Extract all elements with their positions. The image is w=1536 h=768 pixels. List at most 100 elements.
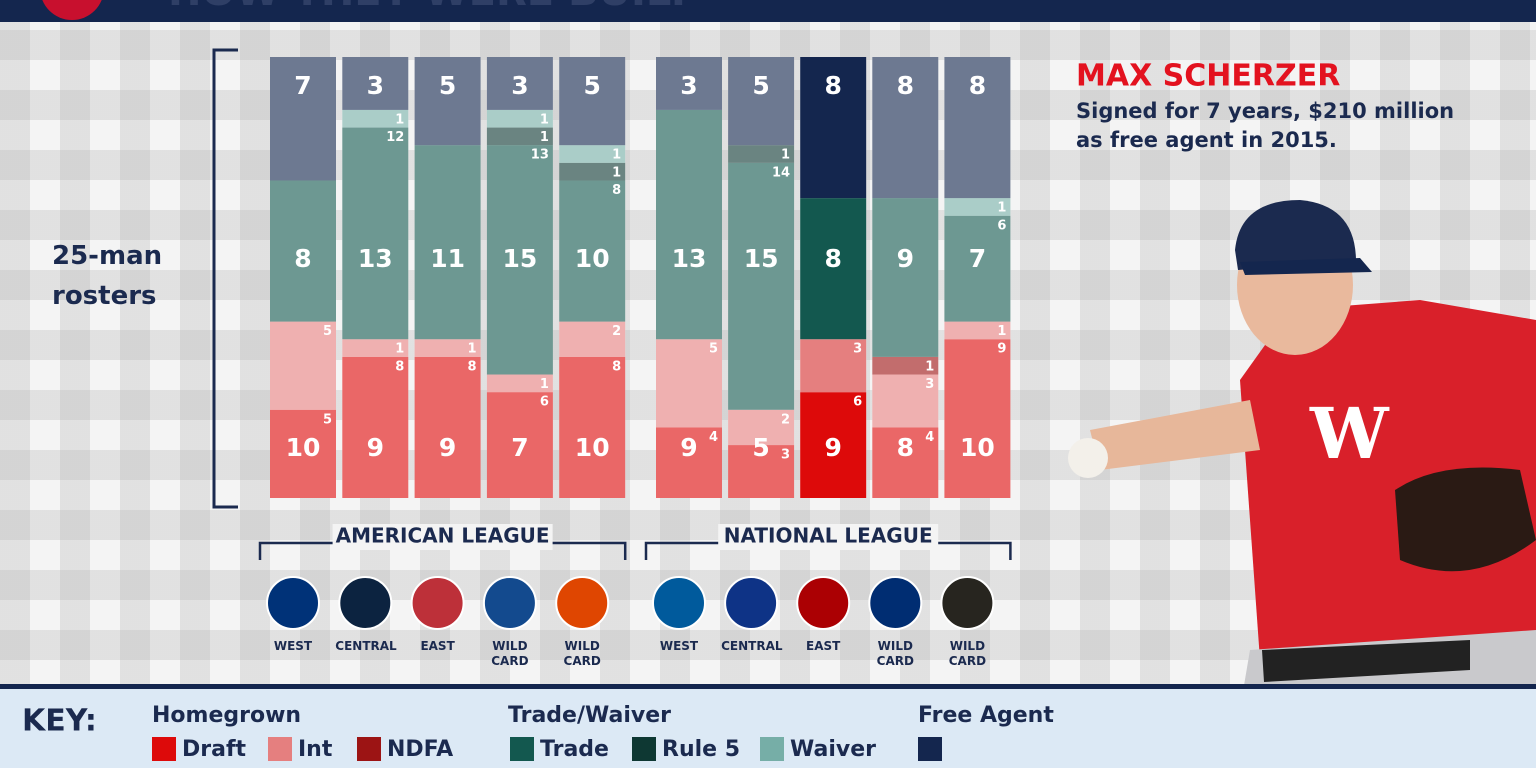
bar-segment	[728, 445, 795, 498]
segment-label: 1	[925, 359, 934, 374]
segment-label: 1	[781, 148, 790, 163]
segment-label: 9	[997, 342, 1006, 357]
bar-segment	[656, 339, 722, 428]
team-logo	[796, 576, 851, 630]
division-label: CENTRAL	[335, 639, 397, 653]
bar-segment	[486, 392, 553, 498]
key-group-label: Free Agent	[918, 703, 1054, 728]
bar-segment	[728, 145, 795, 163]
group-total-label: 15	[744, 244, 779, 273]
key-swatch	[268, 737, 292, 761]
key-swatch	[918, 737, 942, 761]
group-total-label: 13	[672, 244, 707, 273]
segment-label: 5	[323, 324, 332, 339]
team-logo	[940, 576, 995, 630]
segment-label: 5	[709, 342, 718, 357]
group-total-label: 7	[294, 71, 311, 100]
group-total-label: 5	[752, 71, 769, 100]
bar-segment	[486, 127, 553, 146]
key-swatch	[760, 737, 784, 761]
key-series-label: Waiver	[790, 737, 876, 762]
bar-segment	[414, 145, 481, 340]
group-total-label: 8	[824, 71, 841, 100]
bar-segment	[944, 339, 1011, 498]
segment-label: 3	[853, 342, 862, 357]
segment-label: 6	[997, 218, 1006, 233]
team-logo	[555, 576, 610, 630]
bar-segment	[944, 198, 1011, 216]
bar-segment	[728, 57, 795, 146]
segment-label: 3	[925, 377, 934, 392]
bar-segment	[656, 109, 722, 340]
segment-label: 12	[386, 130, 404, 145]
bar-segment	[800, 198, 867, 340]
key-series-label: Int	[298, 737, 333, 762]
group-total-label: 8	[824, 244, 841, 273]
league-label: NATIONAL LEAGUE	[724, 524, 933, 548]
bar-segment	[728, 162, 795, 410]
group-total-label: 8	[897, 71, 914, 100]
segment-label: 6	[853, 395, 862, 410]
group-total-label: 10	[575, 433, 610, 462]
key-label: KEY:	[22, 704, 97, 739]
key-swatch	[152, 737, 176, 761]
player-description: Signed for 7 years, $210 million	[1076, 99, 1454, 123]
segment-label: 1	[540, 130, 549, 145]
group-total-label: 13	[358, 244, 393, 273]
group-total-label: 10	[575, 244, 610, 273]
group-total-label: 10	[286, 433, 321, 462]
bar-segment	[559, 57, 626, 146]
segment-label: 1	[997, 201, 1006, 216]
bar-segment	[559, 321, 626, 357]
division-label: WEST	[659, 639, 699, 653]
key-swatch	[357, 737, 381, 761]
group-total-label: 7	[969, 244, 986, 273]
division-label: WILD CARD	[876, 639, 914, 668]
league-label: AMERICAN LEAGUE	[336, 524, 550, 548]
segment-label: 8	[468, 359, 477, 374]
header-title: HOW THEY WERE BUILT	[168, 0, 693, 15]
group-total-label: 9	[824, 433, 841, 462]
bar-segment	[872, 356, 939, 375]
bar-segment	[270, 409, 336, 498]
segment-label: 6	[540, 395, 549, 410]
segment-label: 4	[925, 430, 934, 445]
group-total-label: 5	[439, 71, 456, 100]
bar-segment	[270, 180, 336, 322]
segment-label: 8	[612, 359, 621, 374]
group-total-label: 3	[511, 71, 528, 100]
bar-segment	[800, 339, 867, 393]
group-total-label: 3	[680, 71, 697, 100]
key-series-label: Draft	[182, 737, 247, 762]
bar-segment	[559, 356, 626, 498]
axis-label: 25-man rosters	[52, 241, 163, 311]
team-logo	[652, 576, 706, 630]
group-total-label: 8	[969, 71, 986, 100]
player-description: as free agent in 2015.	[1076, 128, 1337, 152]
segment-label: 1	[395, 112, 404, 127]
group-total-label: 11	[430, 244, 465, 273]
group-total-label: 9	[367, 433, 384, 462]
bar-segment	[872, 427, 939, 498]
bar-segment	[486, 374, 553, 393]
bar-segment	[872, 198, 939, 357]
segment-label: 5	[323, 412, 332, 427]
key-series-label: NDFA	[387, 737, 453, 762]
segment-label: 3	[781, 448, 790, 463]
group-total-label: 9	[897, 244, 914, 273]
segment-label: 1	[468, 342, 477, 357]
division-label: EAST	[806, 639, 841, 653]
bar-segment	[944, 57, 1011, 199]
segment-label: 1	[540, 112, 549, 127]
bar-segment	[270, 321, 336, 410]
group-total-label: 5	[752, 433, 769, 462]
header-band	[0, 0, 1536, 22]
group-total-label: 15	[503, 244, 538, 273]
key-series-label: Rule 5	[662, 737, 740, 762]
team-logo	[868, 576, 923, 630]
segment-label: 1	[997, 324, 1006, 339]
bar-segment	[414, 57, 481, 146]
segment-label: 8	[395, 359, 404, 374]
